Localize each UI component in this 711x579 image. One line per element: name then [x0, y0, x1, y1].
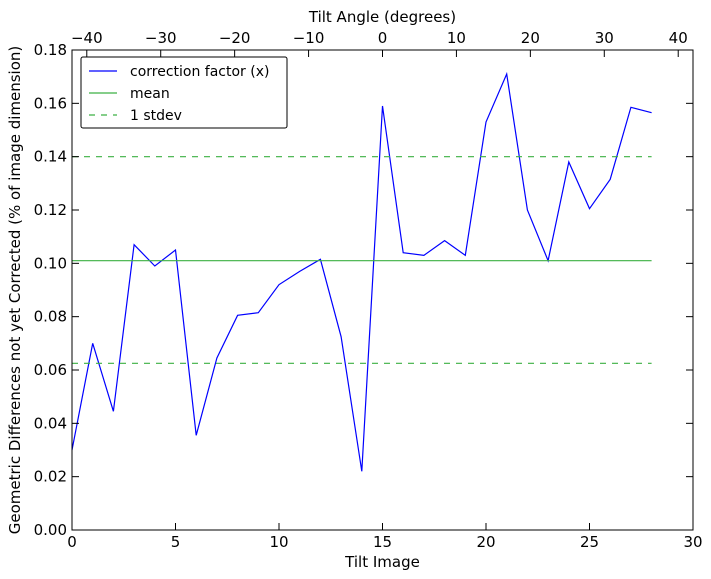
x-top-tick-label: 30: [595, 29, 614, 47]
legend-label-mean: mean: [130, 86, 170, 102]
x-top-tick-label: 0: [378, 29, 388, 47]
y-tick-label: 0.16: [34, 94, 67, 112]
y-tick-label: 0.06: [34, 361, 67, 379]
y-axis-label: Geometric Differences not yet Corrected …: [6, 46, 24, 535]
y-tick-label: 0.10: [34, 254, 67, 272]
y-tick-label: 0.12: [34, 201, 67, 219]
legend: correction factor (x) mean 1 stdev: [80, 56, 288, 129]
y-tick-label: 0.14: [34, 148, 67, 166]
x-bottom-tick-label: 10: [269, 533, 288, 551]
x-top-tick-label: −30: [145, 29, 177, 47]
x-bottom-tick-label: 5: [171, 533, 181, 551]
legend-box: [80, 56, 288, 129]
y-tick-label: 0.08: [34, 308, 67, 326]
y-tick-label: 0.04: [34, 414, 67, 432]
legend-label-correction-factor: correction factor (x): [130, 64, 269, 80]
x-top-tick-label: 10: [447, 29, 466, 47]
ticks-layer: 0 5 10 15 20 25 30 −40 −30 −20 −10 0 10 20 30 40 0.00 0.0…: [34, 29, 703, 551]
x-axis-top-label: Tilt Angle (degrees): [308, 8, 456, 26]
x-bottom-tick-label: 20: [476, 533, 495, 551]
x-bottom-tick-label: 0: [67, 533, 77, 551]
plot-background: [72, 50, 693, 530]
x-top-tick-label: 40: [669, 29, 688, 47]
y-tick-label: 0.02: [34, 468, 67, 486]
x-top-tick-label: −40: [71, 29, 103, 47]
series-layer: [71, 71, 652, 472]
x-bottom-tick-label: 15: [373, 533, 392, 551]
y-tick-label: 0.00: [34, 521, 67, 539]
x-top-tick-label: 20: [521, 29, 540, 47]
x-bottom-tick-label: 25: [580, 533, 599, 551]
x-top-tick-label: −10: [293, 29, 325, 47]
x-bottom-tick-label: 30: [683, 533, 702, 551]
y-tick-label: 0.18: [34, 41, 67, 59]
series-line-correction-factor-x: [71, 71, 652, 472]
x-axis-bottom-label: Tilt Image: [344, 553, 420, 571]
legend-label-stdev: 1 stdev: [130, 108, 182, 124]
plot-area: [72, 50, 693, 530]
x-top-tick-label: −20: [219, 29, 251, 47]
